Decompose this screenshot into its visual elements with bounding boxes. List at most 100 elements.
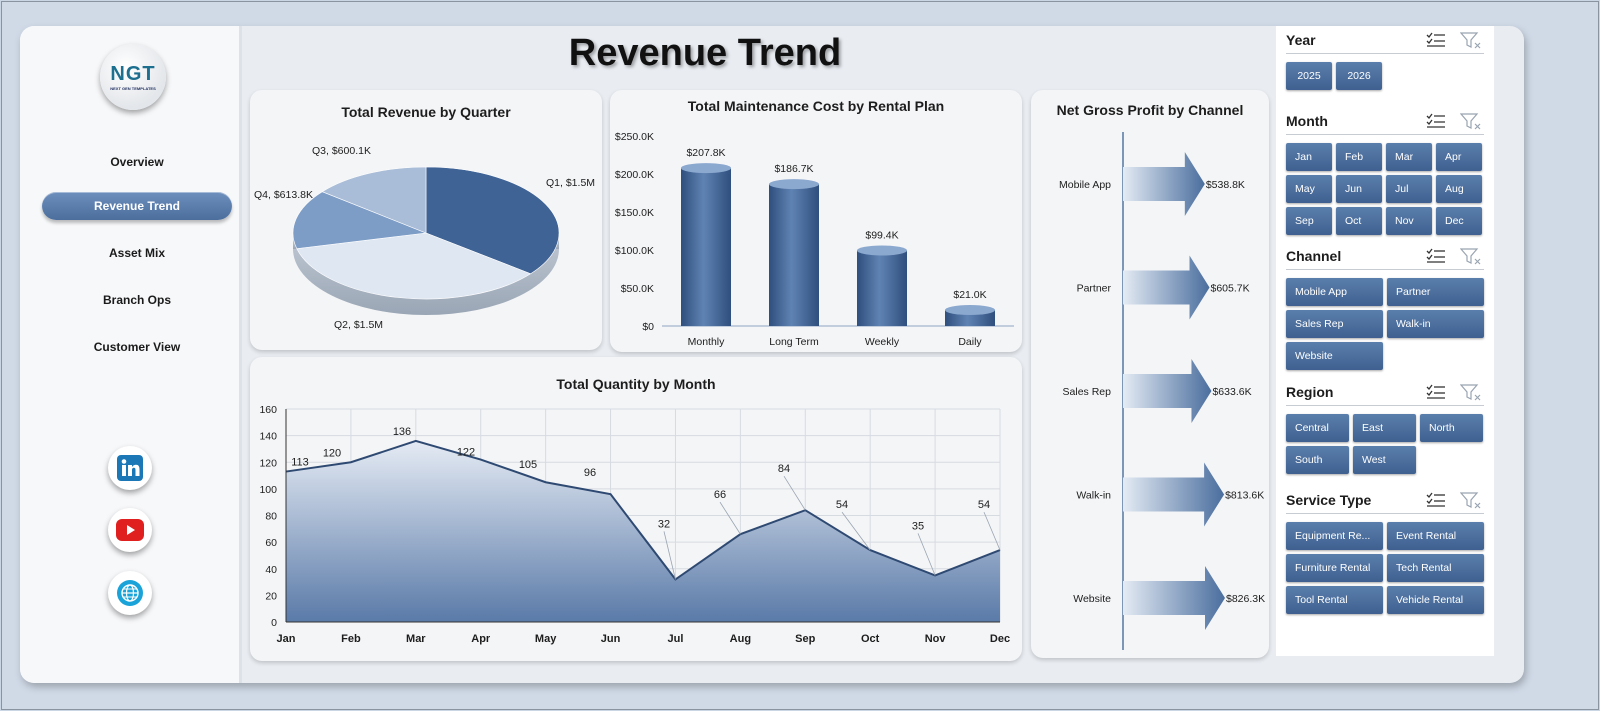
arrow-partner [1123,255,1210,320]
clear-filter-icon[interactable] [1459,384,1482,407]
x-tick-label: Monthly [688,336,726,348]
slicer-month-jan[interactable]: Jan [1286,143,1332,171]
x-tick-label: Oct [861,633,880,645]
slicer-year-2025[interactable]: 2025 [1286,62,1332,90]
slicer-service-type-tool-rental[interactable]: Tool Rental [1286,586,1383,614]
quantity-by-month-card: Total Quantity by Month 0 20 40 60 80 100 120 1… [250,357,1022,661]
slicer-month-dec[interactable]: Dec [1436,207,1482,235]
slicer-channel-website[interactable]: Website [1286,342,1383,370]
multiselect-icon[interactable] [1426,32,1446,53]
page-title: Revenue Trend [568,32,842,74]
logo-mark: NGT [110,62,156,85]
label-leader [783,475,806,511]
pie-label-q2: Q2, $1.5M [334,319,383,331]
slicer-region-west[interactable]: West [1353,446,1416,474]
slicer-month-may[interactable]: May [1286,175,1332,203]
slicer-service-type-event-rental[interactable]: Event Rental [1387,522,1484,550]
x-tick-label: Jul [668,633,684,645]
x-tick-label: Daily [958,336,982,348]
arrow-sales-rep [1123,359,1212,423]
nav-item-asset-mix[interactable]: Asset Mix [108,246,166,260]
clear-filter-icon[interactable] [1459,492,1482,515]
bar-cap-daily [945,305,995,316]
slicer-channel-partner[interactable]: Partner [1387,278,1484,306]
slicer-panel: Year 2025 2026 Month Jan Feb Mar Apr May Jun Jul Au… [1276,26,1494,656]
arrow-mobile-app [1123,152,1205,216]
clear-filter-icon[interactable] [1459,248,1482,271]
y-tick-label: 80 [265,511,277,523]
youtube-button[interactable] [108,508,152,552]
pie-label-q4: Q4, $613.8K [254,189,313,201]
slicer-month-aug[interactable]: Aug [1436,175,1482,203]
channel-label-partner: Partner [1077,283,1112,295]
clear-filter-icon[interactable] [1459,32,1482,55]
slicer-region-south[interactable]: South [1286,446,1349,474]
bar-value-label: $186.7K [774,163,813,175]
clear-filter-icon[interactable] [1459,113,1482,136]
linkedin-button[interactable] [108,446,152,490]
slicer-title-year: Year [1286,32,1316,48]
slicer-header-month: Month [1286,111,1484,135]
y-tick-label: $250.0K [615,131,654,143]
slicer-month-jun[interactable]: Jun [1336,175,1382,203]
slicer-month-feb[interactable]: Feb [1336,143,1382,171]
slicer-service-type-furniture-rental[interactable]: Furniture Rental [1286,554,1383,582]
slicer-header-service-type: Service Type [1286,490,1484,514]
y-tick-label: $0 [642,321,654,333]
nav-item-branch-ops[interactable]: Branch Ops [102,293,171,307]
slicer-month-mar[interactable]: Mar [1386,143,1432,171]
bar-cap-monthly [681,163,731,174]
slicer-month-jul[interactable]: Jul [1386,175,1432,203]
net-gross-profit-title: Net Gross Profit by Channel [1056,102,1244,118]
slicer-month-sep[interactable]: Sep [1286,207,1332,235]
y-tick-label: 140 [259,431,277,443]
sidebar: NGT NEXT GEN TEMPLATES Overview Revenue … [20,26,242,683]
nav-item-revenue-trend[interactable]: Revenue Trend [42,192,232,220]
pie-slice-q3 [321,166,427,234]
bar-value-label: $207.8K [686,147,725,159]
pie-label-q3: Q3, $600.1K [312,145,371,157]
slicer-region-north[interactable]: North [1420,414,1483,442]
maintenance-by-plan-title: Total Maintenance Cost by Rental Plan [687,98,945,114]
slicer-region-east[interactable]: East [1353,414,1416,442]
y-tick-label: 20 [265,590,277,602]
bar-weekly [857,250,907,326]
x-tick-label: Jan [277,633,296,645]
multiselect-icon[interactable] [1426,113,1446,134]
slicer-service-type-vehicle-rental[interactable]: Vehicle Rental [1387,586,1484,614]
slicer-service-type-equipment-re[interactable]: Equipment Re... [1286,522,1383,550]
x-tick-label: Sep [795,633,815,645]
y-tick-label: $100.0K [615,245,654,257]
slicer-month-oct[interactable]: Oct [1336,207,1382,235]
channel-value-website: $826.3K [1226,593,1265,605]
slicer-header-region: Region [1286,382,1484,406]
slicer-channel-mobile-app[interactable]: Mobile App [1286,278,1383,306]
nav-item-overview[interactable]: Overview [110,155,164,169]
slicer-channel-walk-in[interactable]: Walk-in [1387,310,1484,338]
y-tick-label: 120 [259,457,277,469]
pie-slice-q4 [292,191,427,249]
channel-label-sales-rep: Sales Rep [1063,386,1112,398]
website-button[interactable] [108,571,152,615]
slicer-month-apr[interactable]: Apr [1436,143,1482,171]
point-label-apr: 122 [457,447,475,459]
nav-item-customer-view[interactable]: Customer View [93,340,181,354]
multiselect-icon[interactable] [1426,384,1446,405]
slicer-header-channel: Channel [1286,246,1484,270]
y-tick-label: 160 [259,404,277,416]
slicer-title-region: Region [1286,384,1334,400]
point-label-nov: 35 [912,520,924,532]
slicer-year-2026[interactable]: 2026 [1336,62,1382,90]
slicer-month-nov[interactable]: Nov [1386,207,1432,235]
multiselect-icon[interactable] [1426,248,1446,269]
slicer-region-central[interactable]: Central [1286,414,1349,442]
slicer-service-type-tech-rental[interactable]: Tech Rental [1387,554,1484,582]
revenue-by-quarter-card: Total Revenue by Quarter Q1, $1.5M Q2, $1… [250,90,602,350]
slicer-channel-sales-rep[interactable]: Sales Rep [1286,310,1383,338]
bar-value-label: $21.0K [953,289,986,301]
x-tick-label: May [535,633,557,645]
slicer-title-service-type: Service Type [1286,492,1372,508]
multiselect-icon[interactable] [1426,492,1446,513]
y-tick-label: 100 [259,484,277,496]
x-tick-label: Dec [990,633,1010,645]
